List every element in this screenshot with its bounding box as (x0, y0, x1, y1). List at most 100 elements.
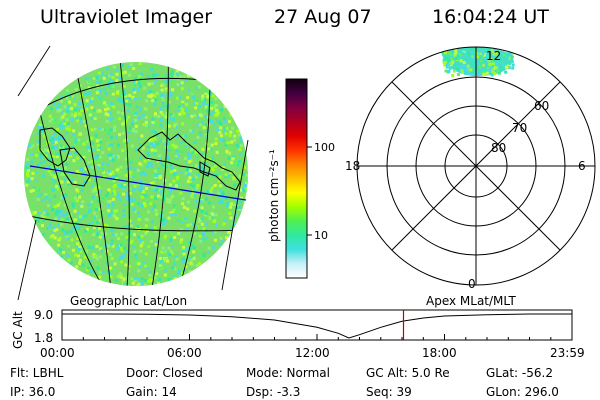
emission-pixel (222, 117, 226, 121)
emission-pixel (100, 99, 104, 103)
emission-pixel (109, 212, 113, 216)
emission-pixel (25, 183, 29, 187)
emission-pixel (200, 114, 204, 118)
oval-pixel (467, 72, 471, 76)
emission-pixel (174, 210, 178, 213)
emission-pixel (204, 212, 208, 215)
emission-pixel (65, 108, 69, 112)
emission-pixel (53, 229, 56, 233)
emission-pixel (192, 256, 196, 260)
emission-pixel (85, 99, 89, 103)
emission-pixel (65, 162, 69, 166)
oval-pixel (461, 70, 464, 74)
emission-pixel (74, 151, 77, 155)
emission-pixel (205, 239, 209, 243)
emission-pixel (154, 243, 158, 247)
emission-pixel (155, 272, 159, 275)
emission-pixel (145, 165, 149, 169)
oval-pixel (467, 51, 471, 55)
emission-pixel (201, 157, 205, 161)
emission-pixel (176, 83, 180, 87)
emission-pixel (187, 106, 191, 109)
emission-pixel (181, 202, 185, 206)
emission-pixel (61, 110, 65, 114)
emission-pixel (140, 204, 144, 208)
emission-pixel (190, 114, 194, 118)
emission-pixel (135, 259, 139, 263)
emission-pixel (128, 94, 132, 97)
emission-pixel (107, 244, 110, 248)
emission-pixel (153, 226, 157, 230)
emission-pixel (223, 128, 227, 132)
emission-pixel (159, 266, 163, 270)
emission-pixel (49, 235, 53, 239)
emission-pixel (67, 115, 71, 119)
emission-pixel (225, 207, 229, 211)
emission-pixel (148, 270, 152, 274)
emission-pixel (158, 118, 162, 122)
timeline-left-title: Geographic Lat/Lon (70, 294, 187, 308)
emission-pixel (147, 280, 151, 283)
oval-pixel (463, 68, 467, 72)
emission-pixel (41, 233, 45, 237)
emission-pixel (98, 155, 102, 159)
emission-pixel (139, 183, 143, 187)
emission-pixel (58, 180, 62, 184)
emission-pixel (107, 191, 110, 195)
emission-pixel (47, 189, 51, 193)
emission-pixel (239, 197, 243, 200)
emission-pixel (118, 133, 121, 137)
seq-value: Seq: 39 (366, 385, 412, 399)
emission-pixel (64, 146, 68, 150)
oval-pixel (502, 65, 506, 69)
oval-pixel (466, 70, 470, 74)
emission-pixel (215, 223, 218, 227)
emission-pixel (139, 77, 143, 81)
emission-pixel (29, 146, 32, 149)
emission-pixel (156, 142, 160, 146)
emission-pixel (225, 149, 229, 153)
emission-pixel (128, 191, 132, 195)
emission-pixel (159, 237, 163, 241)
emission-pixel (149, 256, 153, 260)
emission-pixel (159, 214, 162, 218)
emission-pixel (73, 180, 77, 184)
emission-pixel (74, 138, 78, 142)
emission-pixel (137, 136, 140, 140)
oval-pixel (462, 64, 466, 68)
emission-pixel (128, 201, 132, 205)
emission-pixel (69, 147, 73, 151)
emission-pixel (124, 180, 128, 184)
emission-pixel (59, 209, 63, 213)
emission-pixel (63, 203, 67, 207)
emission-pixel (179, 240, 183, 244)
emission-pixel (46, 149, 50, 153)
emission-pixel (138, 85, 142, 89)
emission-pixel (228, 170, 232, 174)
emission-pixel (51, 141, 55, 145)
emission-pixel (118, 169, 122, 173)
emission-pixel (198, 105, 202, 109)
timeline-y-tick-9: 9.0 (34, 308, 53, 322)
emission-pixel (177, 232, 181, 235)
earth-image (17, 45, 249, 301)
emission-pixel (58, 120, 62, 124)
emission-pixel (213, 164, 217, 168)
emission-pixel (137, 282, 141, 286)
emission-pixel (201, 258, 205, 262)
oval-pixel (469, 68, 473, 72)
emission-pixel (110, 135, 113, 139)
emission-pixel (121, 74, 125, 78)
emission-pixel (138, 62, 142, 66)
emission-pixel (238, 206, 242, 210)
emission-pixel (92, 202, 96, 206)
emission-pixel (194, 150, 198, 154)
emission-pixel (94, 276, 97, 280)
oval-pixel (501, 61, 505, 65)
emission-pixel (90, 269, 94, 273)
emission-pixel (98, 219, 102, 223)
emission-pixel (65, 212, 69, 216)
emission-pixel (98, 109, 102, 113)
emission-pixel (164, 115, 168, 119)
emission-pixel (109, 77, 113, 81)
